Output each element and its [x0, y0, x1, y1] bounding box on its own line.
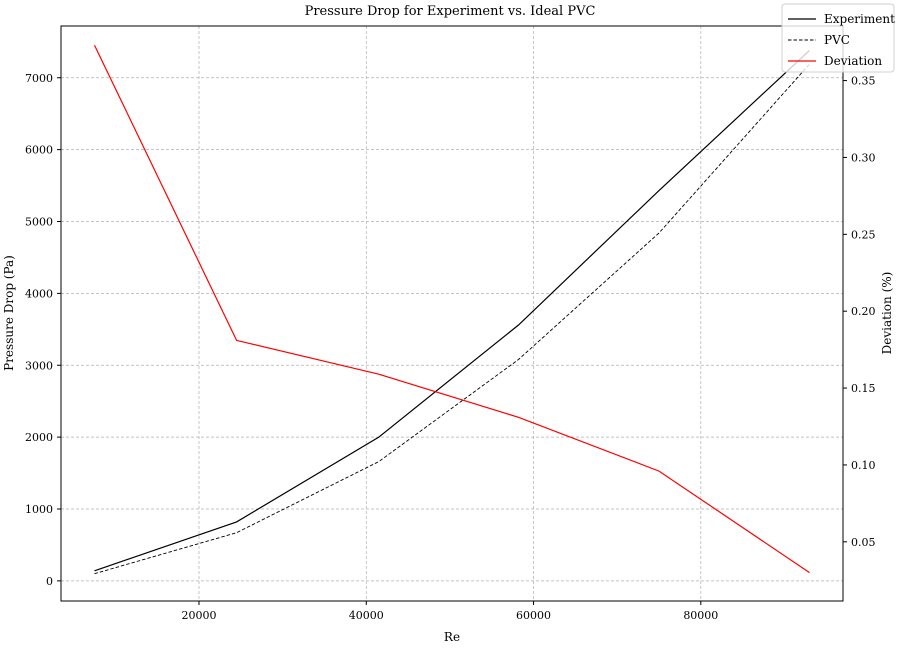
y-tick-label: 3000 — [25, 359, 53, 372]
legend-label-experiment: Experiment — [824, 12, 895, 26]
series-line-deviation — [93, 44, 810, 574]
legend-box — [781, 3, 895, 73]
x-tick-label: 20000 — [182, 609, 217, 622]
series-line-experiment — [94, 49, 810, 572]
y-tick-label: 5000 — [25, 216, 53, 229]
series-line-pvc — [94, 63, 810, 575]
x-tick-label: 60000 — [516, 609, 551, 622]
y-tick-label: 7000 — [25, 72, 53, 85]
y2-tick-label: 0.25 — [851, 228, 876, 241]
legend: Experiment PVC Deviation — [781, 3, 895, 73]
y2-tick-label: 0.20 — [851, 305, 876, 318]
y-tick-label: 0 — [46, 575, 53, 588]
y2-axis-ticks: 0.05 0.10 0.15 0.20 0.25 0.30 0.35 — [843, 75, 876, 549]
y-tick-label: 6000 — [25, 144, 53, 157]
y2-tick-label: 0.15 — [851, 382, 876, 395]
y-axis-label: Pressure Drop (Pa) — [2, 255, 16, 371]
x-tick-label: 80000 — [683, 609, 718, 622]
y-tick-label: 1000 — [25, 503, 53, 516]
legend-label-deviation: Deviation — [824, 54, 882, 68]
y2-axis-label: Deviation (%) — [880, 272, 894, 355]
y2-tick-label: 0.05 — [851, 536, 876, 549]
plot-frame — [60, 25, 844, 602]
legend-label-pvc: PVC — [824, 33, 850, 47]
x-tick-label: 40000 — [349, 609, 384, 622]
series-layer — [93, 44, 810, 575]
y2-tick-label: 0.35 — [851, 75, 876, 88]
y-axis-ticks: 0 1000 2000 3000 4000 5000 6000 7000 — [25, 72, 61, 588]
y2-tick-label: 0.30 — [851, 151, 876, 164]
x-axis-label: Re — [444, 630, 460, 644]
chart-title: Pressure Drop for Experiment vs. Ideal P… — [305, 4, 596, 19]
y-tick-label: 2000 — [25, 431, 53, 444]
y-tick-label: 4000 — [25, 287, 53, 300]
x-axis-ticks: 20000 40000 60000 80000 — [182, 601, 718, 622]
y2-tick-label: 0.10 — [851, 459, 876, 472]
grid-layer — [61, 26, 843, 601]
